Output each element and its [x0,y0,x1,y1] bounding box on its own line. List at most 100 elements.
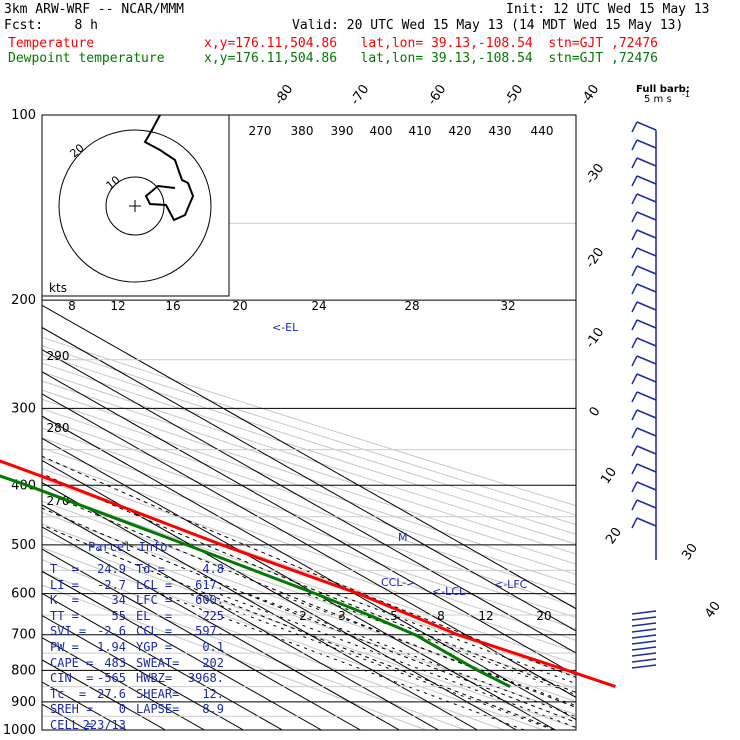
mixing-ratio-line [246,593,576,718]
parcel-param-value: 4.8 [202,562,224,576]
parcel-param-label: CELL = [50,718,94,732]
isotherm [42,570,322,730]
parcel-param-label: EL = [136,608,173,623]
isotherm [42,349,576,654]
parcel-param-label: PW = [50,640,79,654]
parcel-param-value: 483 [104,655,126,670]
parcel-param-value: 0.1 [202,640,224,654]
hodograph-speed-label: 24 [311,299,326,313]
init-time: Init: 12 UTC Wed 15 May 13 [506,2,710,17]
wind-barb [631,121,657,133]
isotherm [42,437,556,730]
moist-adiabat [42,524,556,730]
isotherm-label: -20 [583,245,607,271]
wind-barb [631,157,657,169]
parcel-param-label: CIN = [50,671,94,686]
parcel-param-label: T = [50,562,79,576]
parcel-level-annotation: <-EL [272,321,299,334]
theta-label: 380 [291,124,314,138]
wind-key-title: Full barb: [636,84,690,95]
parcel-param-value: 202 [202,655,224,670]
isotherm-label: -10 [583,325,607,351]
parcel-param-label: Tc = [50,686,87,701]
mixing-ratio-label: 3 [338,609,346,623]
pressure-label: 600 [11,587,36,602]
wind-barb [631,610,657,615]
parcel-param-value: 12. [202,686,224,701]
moist-adiabat [42,473,576,693]
forecast-hour: Fcst: 8 h [4,18,98,33]
wind-barb [631,337,657,349]
parcel-param-value: 3968. [187,671,224,686]
wind-barb [631,634,657,639]
dewpoint-legend: Dewpoint temperature [8,51,165,66]
parcel-param-value: 617. [195,577,224,592]
wind-barb [631,373,657,385]
theta-label: 420 [449,124,472,138]
mixing-ratio-line [188,593,554,730]
mixing-ratio-line [159,593,525,730]
mixing-ratio-label: 12 [478,609,493,623]
theta-label: 410 [409,124,432,138]
mixing-ratio-label: 2 [299,609,307,623]
parcel-param-value: 223/13 [82,718,126,732]
parcel-param-value: -2.7 [97,577,126,592]
isotherm [42,592,283,730]
temperature-station-info: x,y=176.11,504.86 lat,lon= 39.13,-108.54… [204,36,658,51]
isotherm-label: 30 [679,541,701,563]
wind-barb [631,664,657,669]
valid-time: Valid: 20 UTC Wed 15 May 13 (14 MDT Wed … [292,18,684,33]
mixing-ratio-line [217,593,576,729]
isotherm-label: -50 [502,82,526,108]
isotherm-label: 20 [603,525,625,547]
parcel-level-annotation: CCL-> [381,576,415,589]
wind-barb [631,229,657,241]
wind-barb [631,640,657,645]
parcel-param-value: 24.9 [97,562,126,576]
moist-adiabat [42,490,576,708]
parcel-param-value: -565 [97,671,126,686]
pressure-label: 1000 [3,723,36,738]
parcel-param-label: LFC = [136,593,173,608]
isotherm [42,415,576,721]
parcel-level-annotation: <-LCL [432,585,466,598]
mixing-ratio-line [305,593,576,696]
parcel-level-annotation: <-LFC [494,578,528,591]
hodograph-unit-label: kts [49,281,67,295]
isotherm-label: -30 [583,161,607,187]
isotherm-label: 0 [587,404,604,419]
hodograph-speed-label: 28 [404,299,419,313]
wind-barb [631,139,657,151]
parcel-param-label: SREH = [50,702,94,717]
model-title: 3km ARW-WRF -- NCAR/MMM [4,2,185,17]
parcel-param-label: HWBZ= [136,671,173,686]
wind-barb [631,463,657,475]
wind-barb [631,409,657,421]
parcel-info-title: Parcel Info [88,540,168,554]
parcel-param-value: 600. [195,593,224,608]
dewpoint-line [0,474,511,688]
theta-label: 440 [531,124,554,138]
parcel-param-label: Td = [136,562,165,576]
parcel-param-value: 0 [118,702,126,717]
mixing-ratio-label: 8 [437,609,445,623]
theta-label: 430 [489,124,512,138]
isotherm [42,459,517,730]
parcel-param-label: LAPSE= [136,702,180,717]
isotherm-label: 10 [598,465,620,487]
isotherm-label: -60 [425,82,449,108]
parcel-param-value: 225 [202,608,224,623]
wind-barb [631,616,657,621]
theta-label-low: 290 [47,349,70,363]
pressure-label: 700 [11,628,36,643]
isotherm [42,326,576,632]
theta-label: 270 [249,124,272,138]
parcel-param-value: 597. [195,624,224,639]
wind-barb [631,427,657,439]
pressure-label: 900 [11,695,36,710]
wind-barb [631,193,657,205]
isotherm [42,393,576,698]
wind-barb [631,646,657,651]
parcel-param-label: SWEAT= [136,655,180,670]
